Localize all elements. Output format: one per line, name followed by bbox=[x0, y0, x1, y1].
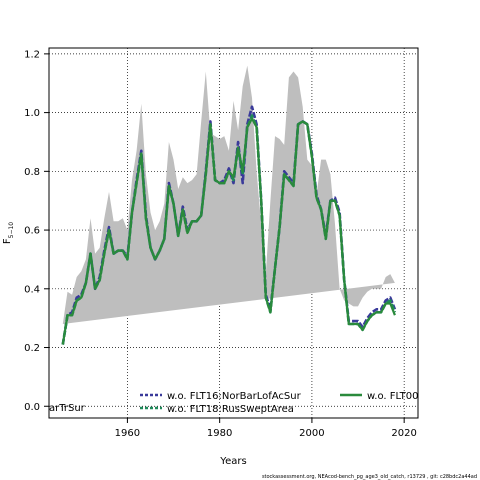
y-tick-label: 1.0 bbox=[24, 108, 40, 119]
x-axis-label: Years bbox=[219, 456, 246, 467]
y-axis-ticks: 0.0 0.2 0.4 0.6 0.8 1.0 1.2 bbox=[24, 49, 49, 413]
legend: arTrSur w.o. FLT16:NorBarLofAcSur w.o. FLT… bbox=[49, 391, 419, 415]
legend-label-1: w.o. FLT16:NorBarLofAcSur bbox=[167, 391, 302, 402]
y-tick-label: 0.2 bbox=[24, 343, 40, 354]
y-tick-label: 1.2 bbox=[24, 49, 40, 60]
x-tick-label: 1980 bbox=[207, 428, 232, 439]
y-axis-label-main: F bbox=[2, 238, 13, 244]
x-tick-label: 1960 bbox=[115, 428, 140, 439]
series-line-3 bbox=[61, 117, 396, 345]
x-axis-ticks: 1960 1980 2000 2020 bbox=[115, 418, 417, 439]
confidence-band-area bbox=[62, 65, 395, 324]
legend-label-3: w.o. FLT00 bbox=[367, 391, 419, 402]
legend-fragment: arTrSur bbox=[49, 403, 86, 414]
legend-label-2: w.o. FLT18:RusSweptArea bbox=[167, 404, 294, 415]
x-tick-label: 2000 bbox=[299, 428, 324, 439]
confidence-band bbox=[62, 65, 395, 324]
y-axis-label: F5−10 bbox=[2, 222, 15, 244]
y-tick-label: 0.6 bbox=[24, 226, 40, 237]
y-axis-label-subscript: 5−10 bbox=[8, 222, 15, 239]
y-tick-label: 0.8 bbox=[24, 167, 40, 178]
y-tick-label: 0.4 bbox=[24, 284, 40, 295]
series-lines bbox=[61, 105, 397, 345]
x-tick-label: 2020 bbox=[391, 428, 416, 439]
footer-text: stockassessment.org, NEAcod-bench_pg_age… bbox=[262, 474, 477, 480]
y-tick-label: 0.0 bbox=[24, 402, 40, 413]
plot-frame bbox=[48, 47, 419, 419]
